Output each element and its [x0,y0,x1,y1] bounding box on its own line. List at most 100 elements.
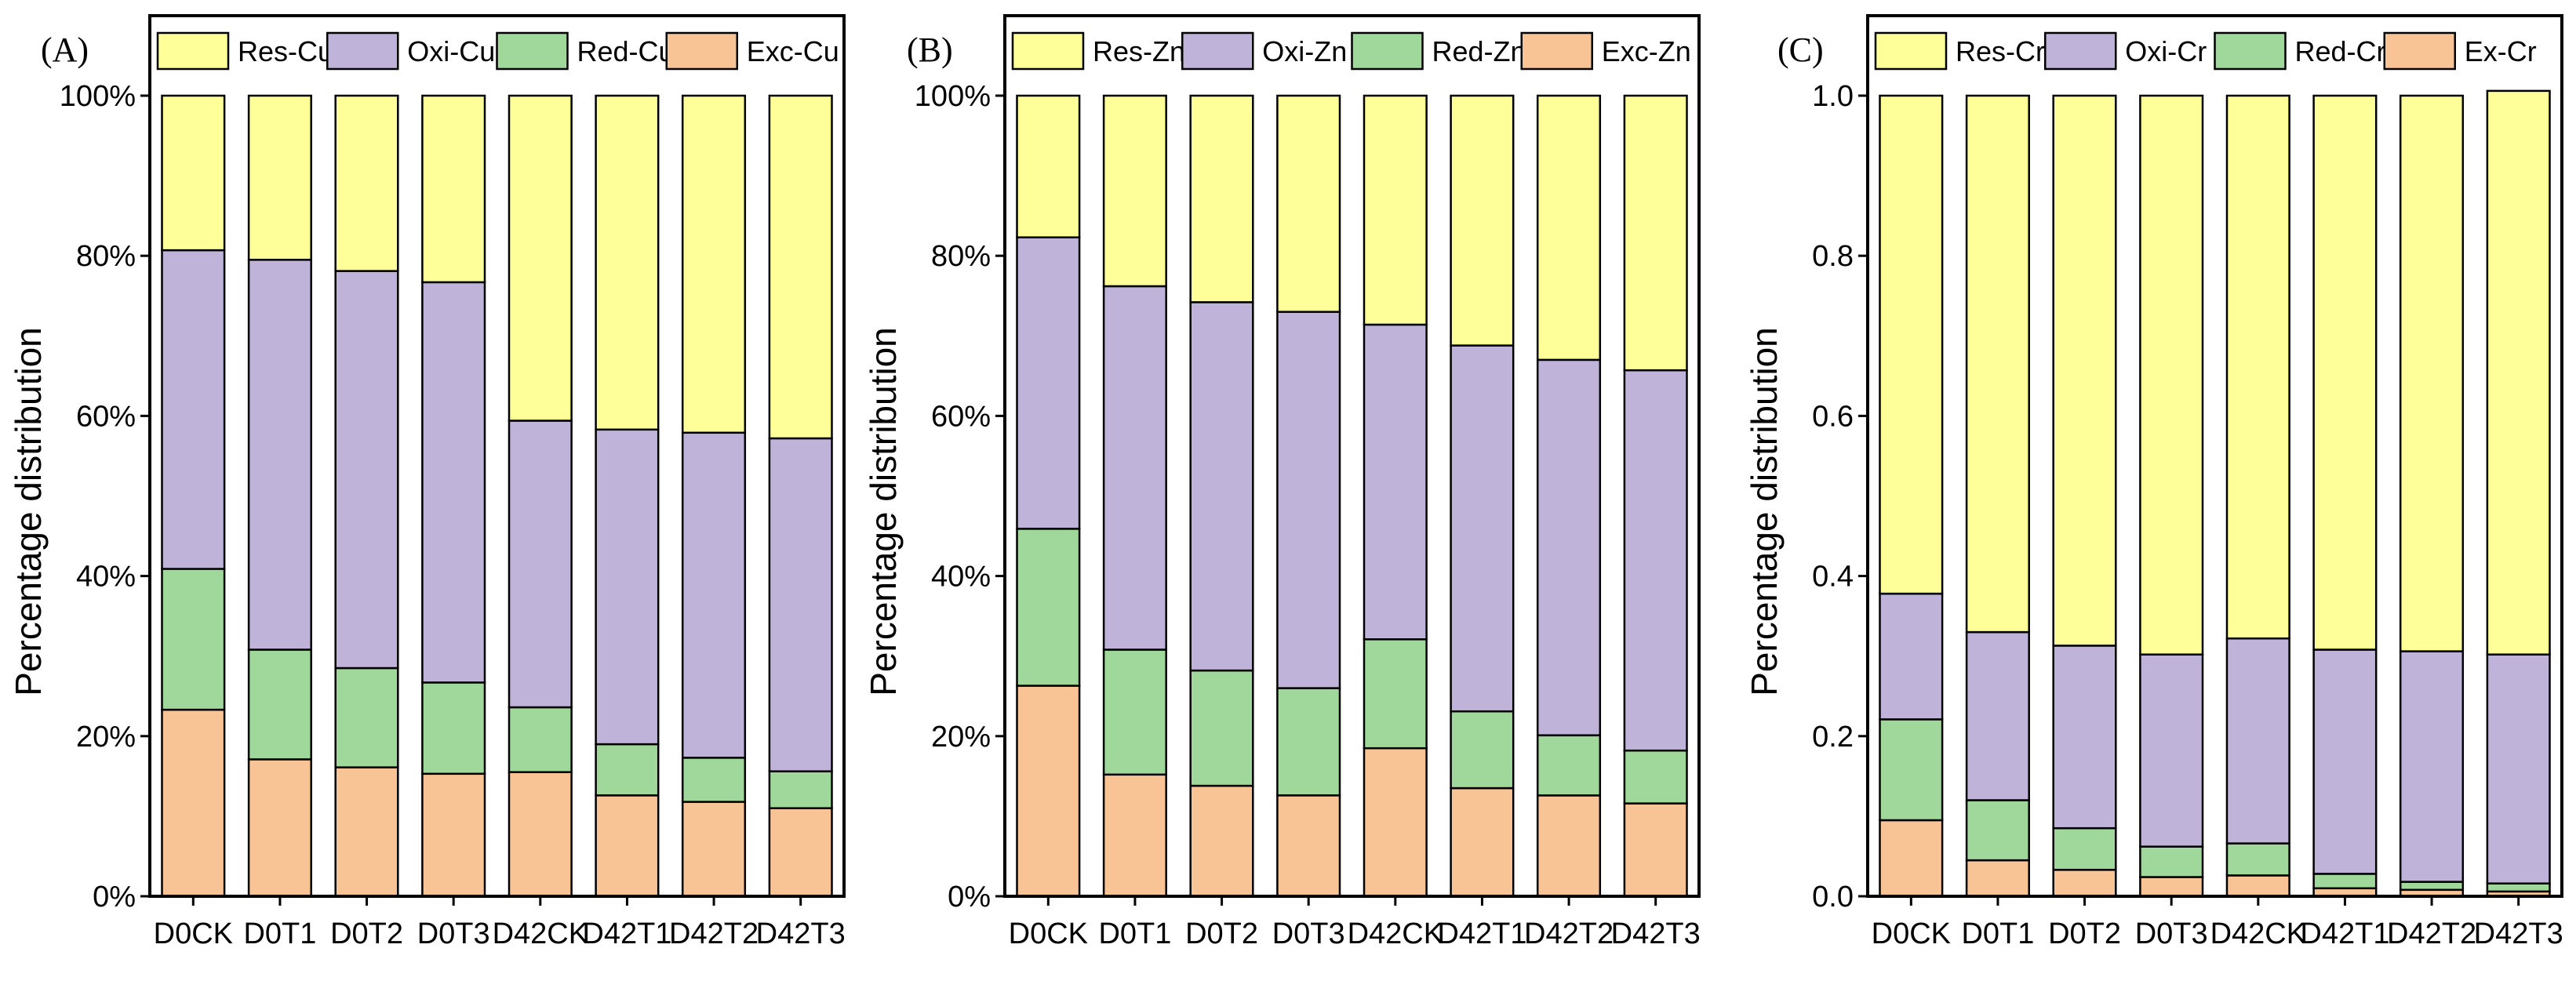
x-tick-label: D0T2 [330,917,403,950]
x-tick-label: D0T3 [1272,917,1345,950]
bar-segment [161,708,226,898]
bar-segment [1363,94,1428,326]
legend-swatch [2214,31,2287,71]
bar-segment [1189,301,1254,672]
bar-segment [161,568,226,711]
y-tick-label: 80% [931,240,991,273]
y-tick-label: 1.0 [1812,80,1854,113]
bar-segment [421,281,486,684]
bar-segment [2139,876,2204,898]
panel-label: (C) [1777,31,1824,69]
bar-segment [2312,648,2378,875]
bar-segment [1623,749,1688,805]
panel-label: (A) [41,31,89,69]
legend-swatch [1520,31,1593,71]
bar-segment [1879,819,1944,898]
x-tick-label: D0CK [1872,917,1951,950]
legend-item: Red-Cu [496,31,675,71]
bar-group [1016,94,1688,898]
bar-segment [247,94,312,261]
bar-segment [1536,94,1602,361]
bar-segment [768,437,833,772]
bar-segment [2052,869,2117,898]
bar-segment [1450,94,1515,347]
y-tick-label: 0.2 [1812,721,1854,754]
bar-segment [1102,94,1167,288]
axes-frame [1866,14,2563,898]
bar-segment [334,270,399,670]
y-tick-label: 20% [76,721,136,754]
bar-segment [2139,845,2204,878]
legend-swatch [496,31,569,71]
bar-segment [247,648,312,761]
x-tick-label: D42T1 [2300,917,2389,950]
legend-item: Exc-Zn [1520,31,1691,71]
bar-segment [1623,802,1688,898]
x-tick-label: D42T3 [1611,917,1701,950]
x-tick-label: D42T2 [669,917,759,950]
y-tick-label: 0.4 [1812,561,1854,594]
legend-label: Res-Cr [1956,35,2045,67]
bar-segment [768,94,833,440]
legend-swatch [1181,31,1254,71]
x-tick-label: D0T2 [1185,917,1258,950]
legend-label: Red-Cr [2295,35,2386,67]
axes-frame [1003,14,1701,898]
bar-segment [421,772,486,898]
bar-segment [1536,794,1602,898]
x-tick-label: D42T3 [2474,917,2563,950]
bar-segment [2399,881,2465,892]
legend-swatch [1351,31,1424,71]
legend-item: Res-Cr [1874,31,2045,71]
legend-label: Res-Zn [1093,35,1185,67]
bar-segment [2139,94,2204,656]
x-tick-label: D42CK [493,917,589,950]
bar-segment [1450,344,1515,713]
bar-segment [1536,358,1602,736]
legend-item: Exc-Cu [665,31,839,71]
bar-segment [1879,592,1944,721]
bar-segment [247,259,312,651]
legend-swatch [156,31,230,71]
y-axis-label: Percentage distribution [863,327,904,696]
bar-segment [2399,650,2465,883]
bar-segment [1189,94,1254,303]
y-tick-label: 0% [948,881,991,914]
bar-segment [1363,746,1428,898]
bar-segment [508,94,573,422]
x-tick-label: D0T1 [1098,917,1171,950]
bar-segment [681,94,747,434]
legend-swatch [2383,31,2456,71]
bar-segment [681,801,747,898]
bar-segment [247,758,312,898]
bar-segment [161,249,226,570]
y-tick-label: 0.0 [1812,881,1854,914]
x-tick-label: D42T1 [1437,917,1526,950]
bar-segment [1102,773,1167,898]
y-tick-label: 60% [76,400,136,433]
bar-segment [681,431,747,759]
panel-label: (B) [907,31,953,69]
bar-group [1879,89,2551,898]
bar-segment [1965,799,2030,862]
bar-segment [2225,94,2290,640]
x-tick-label: D0CK [1009,917,1088,950]
legend-item: Red-Zn [1351,31,1526,71]
x-tick-label: D0T3 [417,917,490,950]
bar-segment [1189,784,1254,898]
axes-frame [148,14,846,898]
bar-segment [1536,734,1602,797]
bar-segment [595,94,660,431]
legend-label: Exc-Zn [1602,35,1691,67]
x-tick-label: D42CK [1348,917,1444,950]
bar-segment [508,771,573,898]
y-tick-label: 100% [60,80,136,113]
bar-segment [595,794,660,898]
bar-segment [508,420,573,709]
bar-segment [1450,786,1515,898]
bar-segment [161,94,226,252]
bar-segment [2225,637,2290,845]
